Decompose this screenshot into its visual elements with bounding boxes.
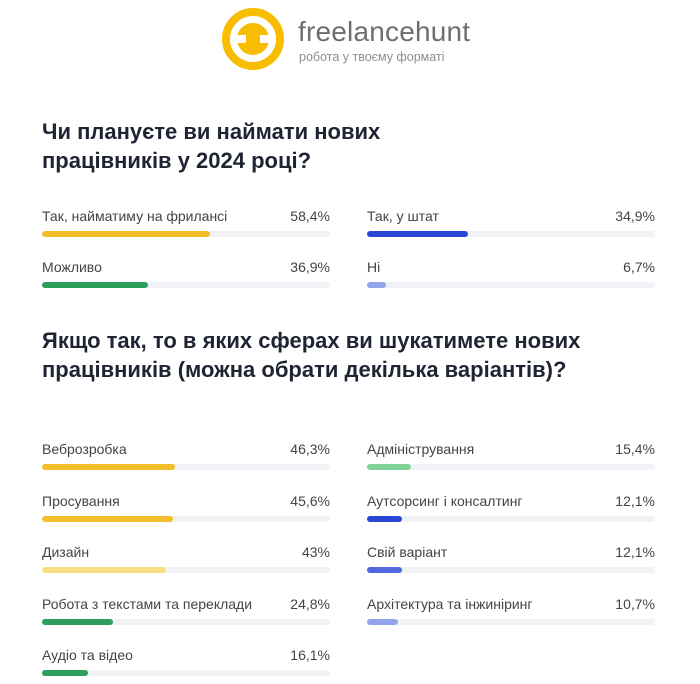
bar-label: Аутсорсинг і консалтинг bbox=[367, 492, 523, 509]
bar-track bbox=[367, 231, 655, 237]
bar-item: Аудіо та відео 16,1% bbox=[42, 646, 330, 676]
bar-track bbox=[367, 567, 655, 573]
chart-1-title: Чи плануєте ви наймати нових працівників… bbox=[42, 119, 381, 173]
bar-label: Свій варіант bbox=[367, 544, 448, 560]
bar-track bbox=[42, 618, 330, 625]
bar-label: Так, у штат bbox=[367, 208, 439, 224]
bar-track bbox=[367, 515, 655, 522]
bar bbox=[42, 282, 149, 288]
bar-label: Просування bbox=[42, 492, 120, 509]
bar-track bbox=[42, 231, 330, 237]
freelancehunt-logo-icon bbox=[222, 8, 284, 70]
bar-item: Робота з текстами та переклади 24,8% bbox=[42, 595, 330, 625]
bar bbox=[367, 567, 402, 573]
bar-item: Так, у штат 34,9% bbox=[367, 207, 655, 237]
bar-label: Адміністрування bbox=[367, 441, 475, 457]
bar-label: Так, найматиму на фрилансі bbox=[42, 208, 228, 224]
bar bbox=[367, 231, 468, 237]
bar-value-label: 34,9% bbox=[615, 208, 655, 224]
bar-item: Веброзробка 46,3% bbox=[42, 440, 330, 470]
freelancehunt-logo: freelancehunt робота у твоєму форматі bbox=[222, 6, 502, 70]
bar-track bbox=[42, 567, 330, 573]
bar-item: Так, найматиму на фрилансі 58,4% bbox=[42, 207, 330, 237]
bar-value-label: 43% bbox=[301, 544, 330, 560]
bar-track bbox=[367, 618, 655, 625]
bar-value-label: 12,1% bbox=[615, 492, 655, 509]
bar-track bbox=[367, 282, 655, 288]
bar-item: Свій варіант 12,1% bbox=[367, 543, 655, 573]
bar-track bbox=[42, 464, 330, 470]
bar-label: Аудіо та відео bbox=[42, 647, 133, 663]
bar-value-label: 46,3% bbox=[290, 441, 330, 457]
bar-label: Архітектура та інжиніринг bbox=[367, 595, 533, 612]
bar-track bbox=[367, 464, 655, 470]
bar-label: Веброзробка bbox=[42, 441, 127, 457]
bar bbox=[42, 464, 176, 470]
bar-label: Дизайн bbox=[42, 544, 90, 560]
brand-tagline: робота у твоєму форматі bbox=[299, 50, 445, 64]
bar-track bbox=[42, 282, 330, 288]
bar-value-label: 6,7% bbox=[623, 259, 655, 275]
bar-track bbox=[42, 515, 330, 522]
bar bbox=[42, 515, 174, 522]
bar bbox=[42, 231, 211, 237]
bar-track bbox=[42, 670, 330, 676]
bar-value-label: 12,1% bbox=[615, 544, 655, 560]
bar-label: Ні bbox=[367, 259, 381, 275]
bar-value-label: 10,7% bbox=[615, 595, 655, 612]
brand-name: freelancehunt bbox=[298, 16, 471, 47]
bar-value-label: 24,8% bbox=[290, 595, 330, 612]
bar bbox=[367, 515, 402, 522]
bar-value-label: 45,6% bbox=[290, 492, 330, 509]
bar-item: Аутсорсинг і консалтинг 12,1% bbox=[367, 492, 655, 522]
bar-item: Архітектура та інжиніринг 10,7% bbox=[367, 595, 655, 625]
bar-item: Ні 6,7% bbox=[367, 258, 655, 288]
bar bbox=[42, 567, 166, 573]
chart-2-title: Якщо так, то в яких сферах ви шукатимете… bbox=[42, 328, 581, 382]
bar-item: Дизайн 43% bbox=[42, 543, 330, 573]
bar-item: Адміністрування 15,4% bbox=[367, 440, 655, 470]
bar bbox=[367, 464, 412, 470]
bar-label: Можливо bbox=[42, 259, 102, 275]
bar-item: Можливо 36,9% bbox=[42, 258, 330, 288]
bar-value-label: 15,4% bbox=[615, 441, 655, 457]
bar-value-label: 58,4% bbox=[290, 208, 330, 224]
bar-value-label: 16,1% bbox=[290, 647, 330, 663]
bar bbox=[42, 618, 114, 625]
bar bbox=[367, 618, 398, 625]
bar bbox=[367, 282, 387, 288]
bar-item: Просування 45,6% bbox=[42, 492, 330, 522]
bar bbox=[42, 670, 89, 676]
bar-value-label: 36,9% bbox=[290, 259, 330, 275]
bar-label: Робота з текстами та переклади bbox=[42, 595, 253, 612]
